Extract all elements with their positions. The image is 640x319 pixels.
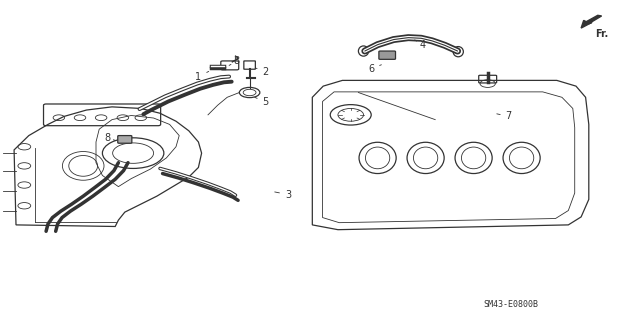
FancyBboxPatch shape bbox=[118, 136, 132, 143]
Polygon shape bbox=[581, 15, 602, 28]
FancyBboxPatch shape bbox=[379, 51, 396, 59]
Text: 7: 7 bbox=[497, 111, 512, 122]
Text: 4: 4 bbox=[415, 40, 426, 50]
Text: 6: 6 bbox=[368, 63, 381, 74]
Text: 2: 2 bbox=[255, 67, 269, 77]
Text: Fr.: Fr. bbox=[595, 29, 609, 39]
Text: 8: 8 bbox=[104, 133, 115, 143]
Text: SM43-E0800B: SM43-E0800B bbox=[483, 300, 538, 309]
Text: 5: 5 bbox=[255, 97, 269, 107]
Text: 3: 3 bbox=[275, 189, 291, 200]
Text: 8: 8 bbox=[229, 56, 240, 66]
Text: 1: 1 bbox=[195, 71, 209, 82]
